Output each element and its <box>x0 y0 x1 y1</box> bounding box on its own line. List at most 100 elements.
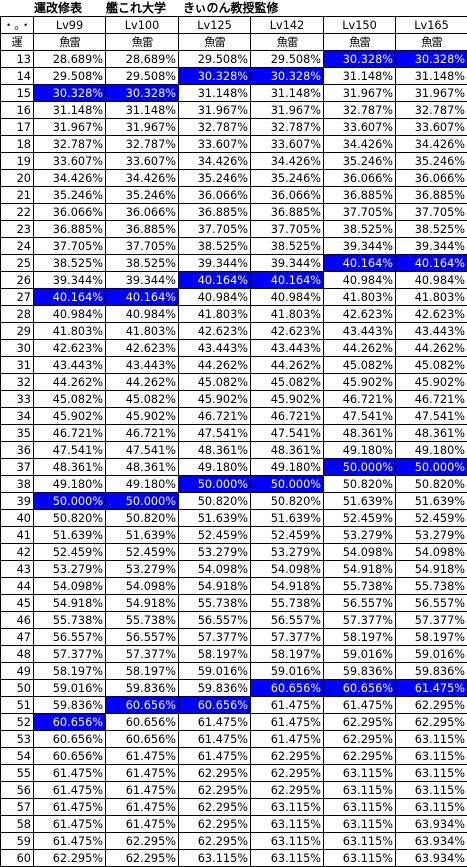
rate-cell[interactable]: 31.148% <box>324 68 396 85</box>
rate-cell[interactable]: 55.738% <box>179 595 251 612</box>
rate-cell[interactable]: 60.656% <box>179 697 251 714</box>
rate-cell[interactable]: 61.475% <box>251 731 324 748</box>
rate-cell[interactable]: 29.508% <box>251 51 324 68</box>
rate-cell[interactable]: 40.164% <box>324 255 396 272</box>
rate-cell[interactable]: 61.475% <box>106 816 179 833</box>
row-luck-value[interactable]: 34 <box>1 408 34 425</box>
row-luck-value[interactable]: 48 <box>1 646 34 663</box>
rate-cell[interactable]: 37.705% <box>106 238 179 255</box>
rate-cell[interactable]: 35.246% <box>251 170 324 187</box>
row-luck-value[interactable]: 56 <box>1 782 34 799</box>
rate-cell[interactable]: 43.443% <box>251 340 324 357</box>
rate-cell[interactable]: 48.361% <box>179 442 251 459</box>
row-luck-value[interactable]: 36 <box>1 442 34 459</box>
rate-cell[interactable]: 60.656% <box>106 714 179 731</box>
row-luck-value[interactable]: 47 <box>1 629 34 646</box>
row-luck-value[interactable]: 26 <box>1 272 34 289</box>
rate-cell[interactable]: 58.197% <box>34 663 106 680</box>
rate-cell[interactable]: 49.180% <box>251 459 324 476</box>
rate-cell[interactable]: 39.344% <box>251 255 324 272</box>
rate-cell[interactable]: 63.115% <box>396 765 467 782</box>
rate-cell[interactable]: 63.115% <box>251 833 324 850</box>
row-luck-value[interactable]: 52 <box>1 714 34 731</box>
rate-cell[interactable]: 43.443% <box>324 323 396 340</box>
row-luck-value[interactable]: 40 <box>1 510 34 527</box>
rate-cell[interactable]: 47.541% <box>251 425 324 442</box>
row-luck-value[interactable]: 16 <box>1 102 34 119</box>
rate-cell[interactable]: 54.918% <box>396 561 467 578</box>
rate-cell[interactable]: 59.836% <box>396 663 467 680</box>
rate-cell[interactable]: 60.656% <box>251 680 324 697</box>
rate-cell[interactable]: 50.820% <box>251 493 324 510</box>
rate-cell[interactable]: 55.738% <box>106 612 179 629</box>
rate-cell[interactable]: 59.836% <box>179 680 251 697</box>
rate-cell[interactable]: 49.180% <box>324 442 396 459</box>
rate-cell[interactable]: 63.115% <box>324 765 396 782</box>
rate-cell[interactable]: 63.115% <box>324 833 396 850</box>
row-luck-value[interactable]: 43 <box>1 561 34 578</box>
rate-cell[interactable]: 60.656% <box>324 680 396 697</box>
rate-cell[interactable]: 54.098% <box>34 578 106 595</box>
rate-cell[interactable]: 37.705% <box>179 221 251 238</box>
rate-cell[interactable]: 52.459% <box>396 510 467 527</box>
rate-cell[interactable]: 36.066% <box>179 187 251 204</box>
row-luck-value[interactable]: 21 <box>1 187 34 204</box>
row-luck-value[interactable]: 28 <box>1 306 34 323</box>
row-luck-value[interactable]: 41 <box>1 527 34 544</box>
rate-cell[interactable]: 34.426% <box>179 153 251 170</box>
rate-cell[interactable]: 49.180% <box>106 476 179 493</box>
rate-cell[interactable]: 33.607% <box>396 119 467 136</box>
rate-cell[interactable]: 61.475% <box>324 697 396 714</box>
row-luck-value[interactable]: 23 <box>1 221 34 238</box>
rate-cell[interactable]: 44.262% <box>106 374 179 391</box>
rate-cell[interactable]: 42.623% <box>396 306 467 323</box>
rate-cell[interactable]: 62.295% <box>324 714 396 731</box>
rate-cell[interactable]: 63.115% <box>396 782 467 799</box>
rate-cell[interactable]: 49.180% <box>34 476 106 493</box>
rate-cell[interactable]: 59.016% <box>251 663 324 680</box>
rate-cell[interactable]: 47.541% <box>396 408 467 425</box>
rate-cell[interactable]: 45.902% <box>106 408 179 425</box>
rate-cell[interactable]: 30.328% <box>251 68 324 85</box>
rate-cell[interactable]: 50.000% <box>106 493 179 510</box>
rate-cell[interactable]: 50.820% <box>34 510 106 527</box>
row-luck-value[interactable]: 18 <box>1 136 34 153</box>
row-luck-value[interactable]: 31 <box>1 357 34 374</box>
rate-cell[interactable]: 40.984% <box>106 306 179 323</box>
rate-cell[interactable]: 45.082% <box>106 391 179 408</box>
rate-cell[interactable]: 55.738% <box>34 612 106 629</box>
rate-cell[interactable]: 38.525% <box>324 221 396 238</box>
rate-cell[interactable]: 32.787% <box>251 119 324 136</box>
rate-cell[interactable]: 62.295% <box>251 765 324 782</box>
rate-cell[interactable]: 59.836% <box>106 680 179 697</box>
rate-cell[interactable]: 53.279% <box>251 544 324 561</box>
row-luck-value[interactable]: 51 <box>1 697 34 714</box>
rate-cell[interactable]: 51.639% <box>179 510 251 527</box>
rate-cell[interactable]: 31.148% <box>396 68 467 85</box>
rate-cell[interactable]: 41.803% <box>34 323 106 340</box>
rate-cell[interactable]: 44.262% <box>179 357 251 374</box>
rate-cell[interactable]: 56.557% <box>34 629 106 646</box>
rate-cell[interactable]: 30.328% <box>179 68 251 85</box>
rate-cell[interactable]: 36.885% <box>106 221 179 238</box>
row-luck-value[interactable]: 55 <box>1 765 34 782</box>
rate-cell[interactable]: 53.279% <box>106 561 179 578</box>
rate-cell[interactable]: 36.066% <box>324 170 396 187</box>
rate-cell[interactable]: 46.721% <box>106 425 179 442</box>
rate-cell[interactable]: 62.295% <box>179 782 251 799</box>
rate-cell[interactable]: 34.426% <box>324 136 396 153</box>
rate-cell[interactable]: 31.148% <box>106 102 179 119</box>
column-level-header[interactable]: Lv99 <box>34 17 106 34</box>
rate-cell[interactable]: 50.000% <box>179 476 251 493</box>
rate-cell[interactable]: 35.246% <box>34 187 106 204</box>
rate-cell[interactable]: 45.902% <box>179 391 251 408</box>
rate-cell[interactable]: 63.115% <box>251 850 324 867</box>
column-level-header[interactable]: Lv125 <box>179 17 251 34</box>
rate-cell[interactable]: 28.689% <box>34 51 106 68</box>
rate-cell[interactable]: 48.361% <box>324 425 396 442</box>
rate-cell[interactable]: 54.098% <box>396 544 467 561</box>
row-luck-value[interactable]: 32 <box>1 374 34 391</box>
column-level-header[interactable]: Lv100 <box>106 17 179 34</box>
rate-cell[interactable]: 41.803% <box>396 289 467 306</box>
rate-cell[interactable]: 37.705% <box>324 204 396 221</box>
